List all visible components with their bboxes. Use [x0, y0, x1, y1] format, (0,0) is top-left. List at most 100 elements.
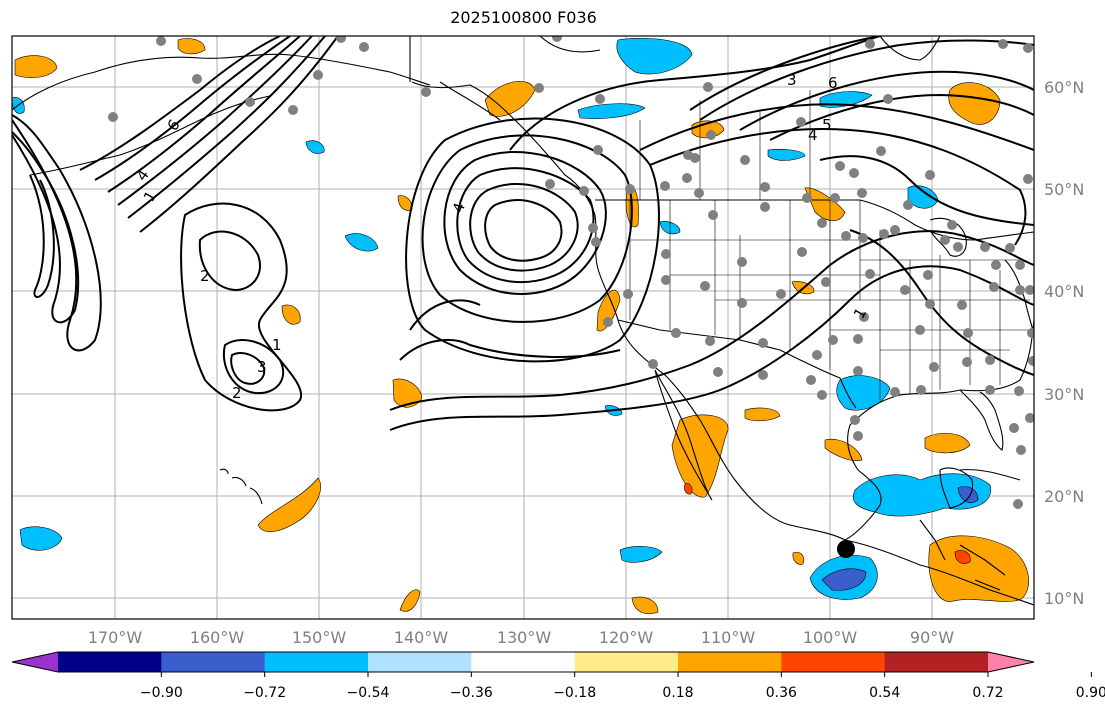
station-dot [985, 355, 995, 365]
station-dot [865, 269, 875, 279]
coastline-gulf-florida [959, 389, 1004, 451]
station-dot [660, 181, 670, 191]
station-dot [929, 362, 939, 372]
station-dot [830, 193, 840, 203]
colorbar-outline [11, 651, 1035, 673]
coastline-baja-california [654, 369, 713, 501]
station-dot [156, 36, 166, 46]
positive-anomaly-area [14, 55, 58, 78]
negative-anomaly-area [619, 546, 663, 563]
longitude-label: 160°W [190, 628, 245, 647]
station-dot [192, 74, 202, 84]
station-dot [841, 231, 851, 241]
positive-anomaly-area [177, 38, 206, 55]
station-dot [925, 299, 935, 309]
colorbar-tick-labels: −0.90 −0.72 −0.54 −0.36 −0.18 0.18 0.36 0.54 0.7… [140, 685, 1105, 701]
coastline-yucatan [939, 467, 974, 509]
contour-line [421, 134, 633, 323]
station-dot [1014, 386, 1024, 396]
station-dot [579, 186, 589, 196]
contour-label: 6 [828, 74, 838, 92]
border-alaska-canada [409, 36, 501, 121]
station-dot [603, 317, 613, 327]
colorbar-segment [58, 652, 162, 672]
latitude-label: 40°N [1044, 282, 1084, 301]
station-dot [957, 300, 967, 310]
border-usa-mexico [617, 319, 857, 409]
contour-line [405, 117, 660, 363]
longitude-label: 120°W [599, 628, 654, 647]
colorbar-tick-label: 0.18 [662, 685, 693, 701]
negative-anomaly-area [616, 37, 693, 75]
station-dot [1015, 285, 1025, 295]
contour-line [389, 265, 1034, 431]
station-dot [1025, 285, 1034, 295]
contour-line [769, 93, 1034, 141]
station-dot [706, 130, 716, 140]
border-central-america-1 [959, 544, 1006, 576]
negative-anomaly-area [767, 148, 806, 161]
positive-anomaly-area [744, 407, 781, 422]
colorbar-extend-max [988, 652, 1034, 672]
coastline-alaska [12, 53, 431, 111]
colorbar-tick-label: −0.72 [243, 685, 286, 701]
station-dot [700, 281, 710, 291]
station-dot [421, 87, 431, 97]
station-dot [682, 173, 692, 183]
contour-line [689, 36, 881, 111]
colorbar-segment [884, 652, 989, 672]
highlight-marker [837, 540, 855, 558]
station-dot [859, 312, 869, 322]
station-dot [802, 193, 812, 203]
station-dot [1015, 260, 1025, 270]
colorbar-segment [781, 652, 886, 672]
colorbar-segment [264, 652, 369, 672]
longitude-label: 130°W [497, 628, 552, 647]
coastlines-and-borders [12, 36, 1034, 606]
station-dot [796, 117, 806, 127]
station-dot [900, 285, 910, 295]
station-dot [593, 145, 603, 155]
state-provincial-borders [629, 90, 1030, 400]
station-dot [683, 150, 693, 160]
station-dot [545, 179, 555, 189]
contour-line [12, 131, 80, 324]
contour-line [222, 339, 285, 395]
contour-label: 3 [257, 358, 267, 376]
station-dot [671, 328, 681, 338]
station-dot [817, 218, 827, 228]
contour-line [107, 36, 301, 193]
negative-anomaly-area [305, 140, 325, 154]
station-dot [661, 249, 671, 259]
station-dot [776, 289, 786, 299]
contour-line [127, 36, 326, 219]
contour-line [443, 151, 607, 295]
longitude-label: 110°W [701, 628, 756, 647]
positive-anomaly-area [792, 551, 805, 565]
contour-line [79, 36, 281, 171]
station-dot [989, 282, 999, 292]
positive-anomaly-area [281, 304, 301, 325]
latitude-label: 60°N [1044, 78, 1084, 97]
colorbar-extend-min [12, 652, 58, 672]
station-dot [985, 385, 995, 395]
map-frame [11, 35, 1035, 620]
station-dot [708, 210, 718, 220]
positive-anomaly-area [596, 289, 621, 332]
contour-line [849, 229, 1034, 376]
contour-label: 1 [272, 336, 282, 354]
station-dot [1027, 328, 1034, 338]
contour-line [389, 230, 1034, 411]
station-dot [760, 202, 770, 212]
longitude-label: 150°W [292, 628, 347, 647]
station-dot [703, 82, 713, 92]
negative-anomaly-area [344, 233, 379, 252]
station-dot [853, 334, 863, 344]
map-background [12, 36, 1034, 619]
contour-line [484, 199, 563, 262]
longitude-label: 90°W [910, 628, 954, 647]
positive-anomaly-area [948, 82, 1001, 125]
station-dot [623, 289, 633, 299]
station-dot [758, 370, 768, 380]
